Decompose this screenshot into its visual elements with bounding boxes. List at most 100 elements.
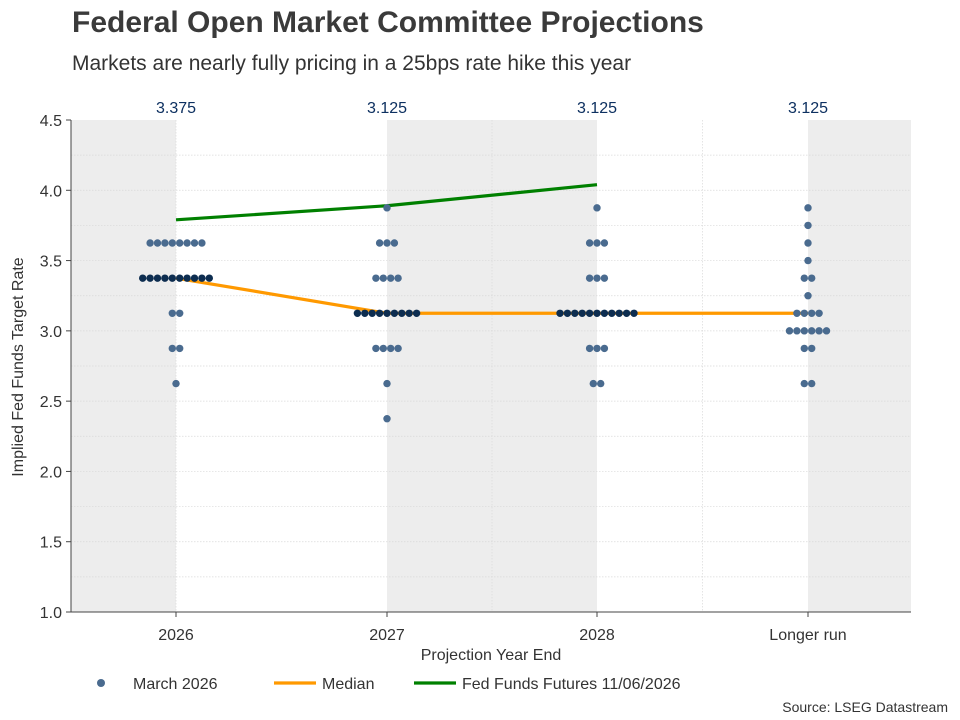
dot-point bbox=[808, 344, 816, 353]
legend-label: March 2026 bbox=[133, 676, 218, 693]
dot-point bbox=[556, 309, 564, 317]
x-tick-label: 2026 bbox=[158, 627, 194, 644]
dot-point bbox=[593, 274, 601, 282]
dot-point bbox=[593, 344, 601, 353]
x-axis-label: Projection Year End bbox=[421, 647, 562, 664]
dot-point bbox=[785, 327, 794, 335]
dot-point bbox=[387, 344, 395, 353]
dot-point bbox=[383, 379, 391, 388]
dot-point bbox=[146, 274, 154, 282]
dot-point bbox=[190, 239, 199, 247]
dot-point bbox=[361, 309, 369, 317]
y-axis-label: Implied Fed Funds Target Rate bbox=[10, 257, 27, 476]
y-tick-label: 3.5 bbox=[40, 254, 62, 271]
dot-point bbox=[808, 379, 816, 388]
dot-point bbox=[372, 344, 380, 353]
dot-point bbox=[804, 292, 812, 300]
dot-point bbox=[390, 309, 399, 317]
dot-point bbox=[375, 309, 384, 317]
legend-label: Fed Funds Futures 11/06/2026 bbox=[462, 676, 681, 693]
grid-lines bbox=[71, 120, 911, 612]
dot-point bbox=[387, 274, 395, 282]
dot-point bbox=[168, 274, 176, 282]
dot-point bbox=[383, 309, 391, 317]
median-annotation: 3.125 bbox=[577, 100, 617, 117]
dot-markers bbox=[139, 204, 831, 423]
dot-point bbox=[405, 309, 413, 317]
dot-point bbox=[183, 274, 191, 282]
dot-point bbox=[176, 274, 184, 282]
y-tick-label: 3.0 bbox=[40, 324, 62, 341]
dot-point bbox=[375, 239, 384, 247]
dot-point bbox=[615, 309, 623, 317]
chart-title: Federal Open Market Committee Projection… bbox=[72, 6, 704, 39]
dot-point bbox=[412, 309, 421, 317]
dot-point bbox=[153, 274, 162, 282]
dot-point bbox=[804, 204, 812, 212]
dot-point bbox=[161, 274, 169, 282]
dot-point bbox=[804, 239, 812, 247]
dot-point bbox=[198, 239, 206, 247]
dot-point bbox=[571, 309, 579, 317]
shade-band bbox=[808, 120, 911, 612]
dot-point bbox=[383, 204, 391, 212]
y-tick-label: 1.5 bbox=[40, 535, 62, 552]
dot-point bbox=[593, 239, 601, 247]
source-note: Source: LSEG Datastream bbox=[782, 699, 948, 715]
dot-point bbox=[800, 379, 808, 388]
dot-point bbox=[600, 239, 609, 247]
y-tick-label: 4.5 bbox=[40, 113, 62, 130]
dot-point bbox=[176, 309, 184, 317]
median-line bbox=[175, 276, 808, 315]
dot-point bbox=[161, 239, 169, 247]
dot-point bbox=[585, 274, 594, 282]
dot-point bbox=[800, 344, 808, 353]
dot-point bbox=[379, 274, 387, 282]
dot-point bbox=[808, 274, 816, 282]
axes bbox=[70, 120, 911, 613]
dot-point bbox=[808, 309, 816, 317]
legend-label: Median bbox=[322, 676, 374, 693]
y-tick-label: 2.0 bbox=[40, 464, 62, 481]
x-tick-label: 2027 bbox=[369, 627, 405, 644]
dot-point bbox=[176, 344, 184, 353]
dot-point bbox=[383, 415, 391, 423]
median-annotations: 3.375 3.125 3.125 3.125 bbox=[156, 100, 828, 117]
dot-point bbox=[190, 274, 199, 282]
dot-point bbox=[822, 327, 831, 335]
y-tick-label: 4.0 bbox=[40, 183, 62, 200]
dot-point bbox=[585, 344, 594, 353]
dot-point bbox=[585, 239, 594, 247]
x-tick-label: Longer run bbox=[769, 627, 846, 644]
dot-point bbox=[168, 239, 176, 247]
dot-point bbox=[368, 309, 376, 317]
dot-point bbox=[800, 309, 808, 317]
dot-point bbox=[804, 256, 812, 265]
dot-point bbox=[793, 309, 801, 317]
dot-point bbox=[608, 309, 616, 317]
dot-point bbox=[205, 274, 213, 282]
dot-point bbox=[372, 274, 380, 282]
dot-point bbox=[153, 239, 162, 247]
dot-point bbox=[597, 379, 605, 388]
median-annotation: 3.375 bbox=[156, 100, 196, 117]
legend: March 2026 Median Fed Funds Futures 11/06/… bbox=[97, 676, 681, 693]
dot-point bbox=[168, 344, 176, 353]
x-tick-label: 2028 bbox=[579, 627, 615, 644]
dot-point bbox=[600, 274, 609, 282]
dot-point bbox=[600, 309, 609, 317]
dot-point bbox=[815, 327, 823, 335]
median-annotation: 3.125 bbox=[367, 100, 407, 117]
x-tick-labels: 2026 2027 2028 Longer run bbox=[158, 612, 847, 644]
dot-point bbox=[600, 344, 609, 353]
dot-point bbox=[593, 204, 601, 212]
dot-point bbox=[139, 274, 147, 282]
dot-point bbox=[815, 309, 823, 317]
y-tick-label: 2.5 bbox=[40, 394, 62, 411]
dot-point bbox=[176, 239, 184, 247]
dot-point bbox=[146, 239, 154, 247]
chart-subtitle: Markets are nearly fully pricing in a 25… bbox=[72, 52, 632, 75]
dot-point bbox=[353, 309, 362, 317]
dot-point bbox=[593, 309, 601, 317]
